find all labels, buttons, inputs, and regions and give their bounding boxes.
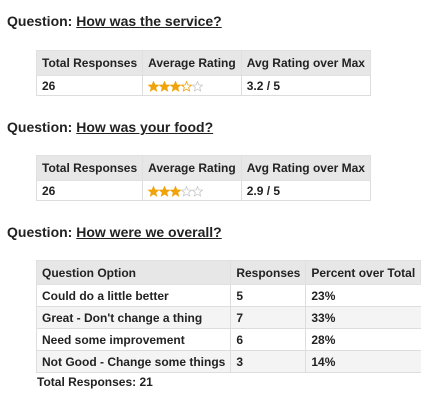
average-rating-cell [142,180,242,201]
question-prefix: Question: [7,119,73,135]
column-header: Avg Rating over Max [240,155,371,181]
total-responses-cell: 26 [35,75,144,96]
table-row: 26 3.2 / 5 [35,75,371,96]
question-heading-service: Question: How was the service? [7,13,222,29]
column-header: Percent over Total [305,260,421,285]
question-link-service[interactable]: How was the service? [76,13,222,29]
star-icon [148,185,160,197]
star-icon [148,80,160,92]
star-icon [192,185,204,197]
option-cell: Need some improvement [35,328,231,351]
question-heading-overall: Question: How were we overall? [7,224,222,240]
option-cell: Could do a little better [35,284,231,307]
average-rating-cell [142,75,242,96]
star-rating-icon [148,185,204,197]
table-row: Could do a little better 5 23% [35,284,421,307]
option-cell: Great - Don't change a thing [35,306,231,329]
column-header: Average Rating [142,155,242,181]
table-header-row: Total Responses Average Rating Avg Ratin… [35,50,371,76]
avg-over-max-cell: 2.9 / 5 [240,180,371,201]
star-icon [181,80,193,92]
percent-cell: 33% [305,306,421,329]
avg-over-max-cell: 3.2 / 5 [240,75,371,96]
table-row: Not Good - Change some things 3 14% [35,350,421,373]
table-row: Great - Don't change a thing 7 33% [35,306,421,329]
table-row: Need some improvement 6 28% [35,328,421,351]
option-cell: Not Good - Change some things [35,350,231,373]
question-heading-food: Question: How was your food? [7,119,213,135]
responses-cell: 5 [230,284,306,307]
question-link-overall[interactable]: How were we overall? [76,224,222,240]
column-header: Average Rating [142,50,242,76]
column-header: Question Option [35,260,232,285]
options-table-overall: Question Option Responses Percent over T… [35,260,421,373]
table-header-row: Total Responses Average Rating Avg Ratin… [35,155,371,181]
percent-cell: 14% [305,350,421,373]
rating-table-service: Total Responses Average Rating Avg Ratin… [35,50,371,96]
column-header: Total Responses [35,155,144,181]
star-icon [192,80,204,92]
question-prefix: Question: [7,13,73,29]
percent-cell: 28% [305,328,421,351]
star-icon [159,80,171,92]
column-header: Total Responses [35,50,144,76]
total-responses-label: Total Responses: 21 [37,375,153,389]
star-icon [181,185,193,197]
table-row: 26 2.9 / 5 [35,180,371,201]
star-icon [159,185,171,197]
table-header-row: Question Option Responses Percent over T… [35,260,421,285]
column-header: Avg Rating over Max [240,50,371,76]
total-responses-cell: 26 [35,180,144,201]
column-header: Responses [230,260,307,285]
rating-table-food: Total Responses Average Rating Avg Ratin… [35,155,371,201]
star-rating-icon [148,80,204,92]
responses-cell: 7 [230,306,306,329]
question-prefix: Question: [7,224,73,240]
percent-cell: 23% [305,284,421,307]
responses-cell: 6 [230,328,306,351]
star-icon [170,185,182,197]
star-icon [170,80,182,92]
question-link-food[interactable]: How was your food? [76,119,214,135]
responses-cell: 3 [230,350,306,373]
